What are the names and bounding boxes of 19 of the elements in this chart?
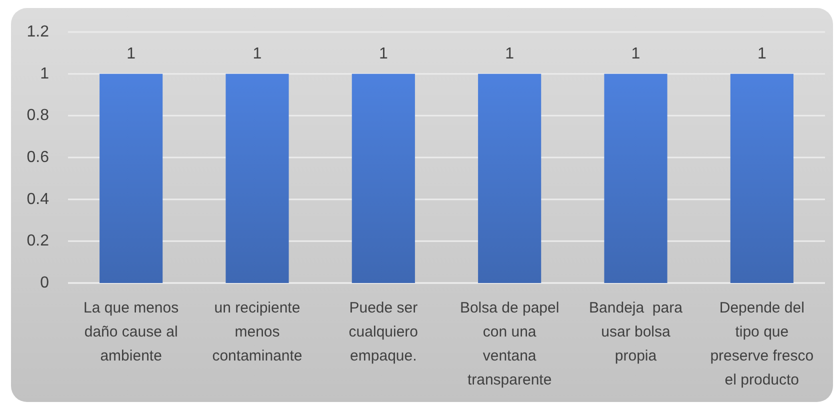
y-tick-label: 1 [40, 65, 50, 82]
data-label: 1 [757, 45, 766, 62]
data-label: 1 [378, 45, 388, 62]
x-tick-label: Bolsa de papel con una ventana transparente [460, 300, 560, 388]
y-tick-label: 0.6 [26, 149, 50, 166]
data-label: 1 [126, 45, 136, 62]
y-tick-label: 0.4 [26, 190, 50, 208]
y-tick-label: 0 [40, 274, 50, 292]
y-tick-label: 0.2 [26, 232, 50, 250]
y-tick-label: 0.8 [26, 107, 50, 124]
x-tick-label: un recipiente menos contaminante [212, 300, 302, 364]
x-tick-label: Depende del tipo que preserve fresco el producto [710, 300, 814, 388]
x-tick-label: Puede ser cualquiero empaque. [348, 300, 418, 364]
x-tick-label: Bandeja para usar bolsa propia [589, 300, 684, 364]
x-tick-label: La que menos daño cause al ambiente [84, 300, 179, 364]
data-label: 1 [505, 45, 514, 62]
y-tick-label: 1.2 [26, 24, 50, 40]
data-label: 1 [631, 45, 640, 62]
data-label: 1 [252, 45, 262, 62]
